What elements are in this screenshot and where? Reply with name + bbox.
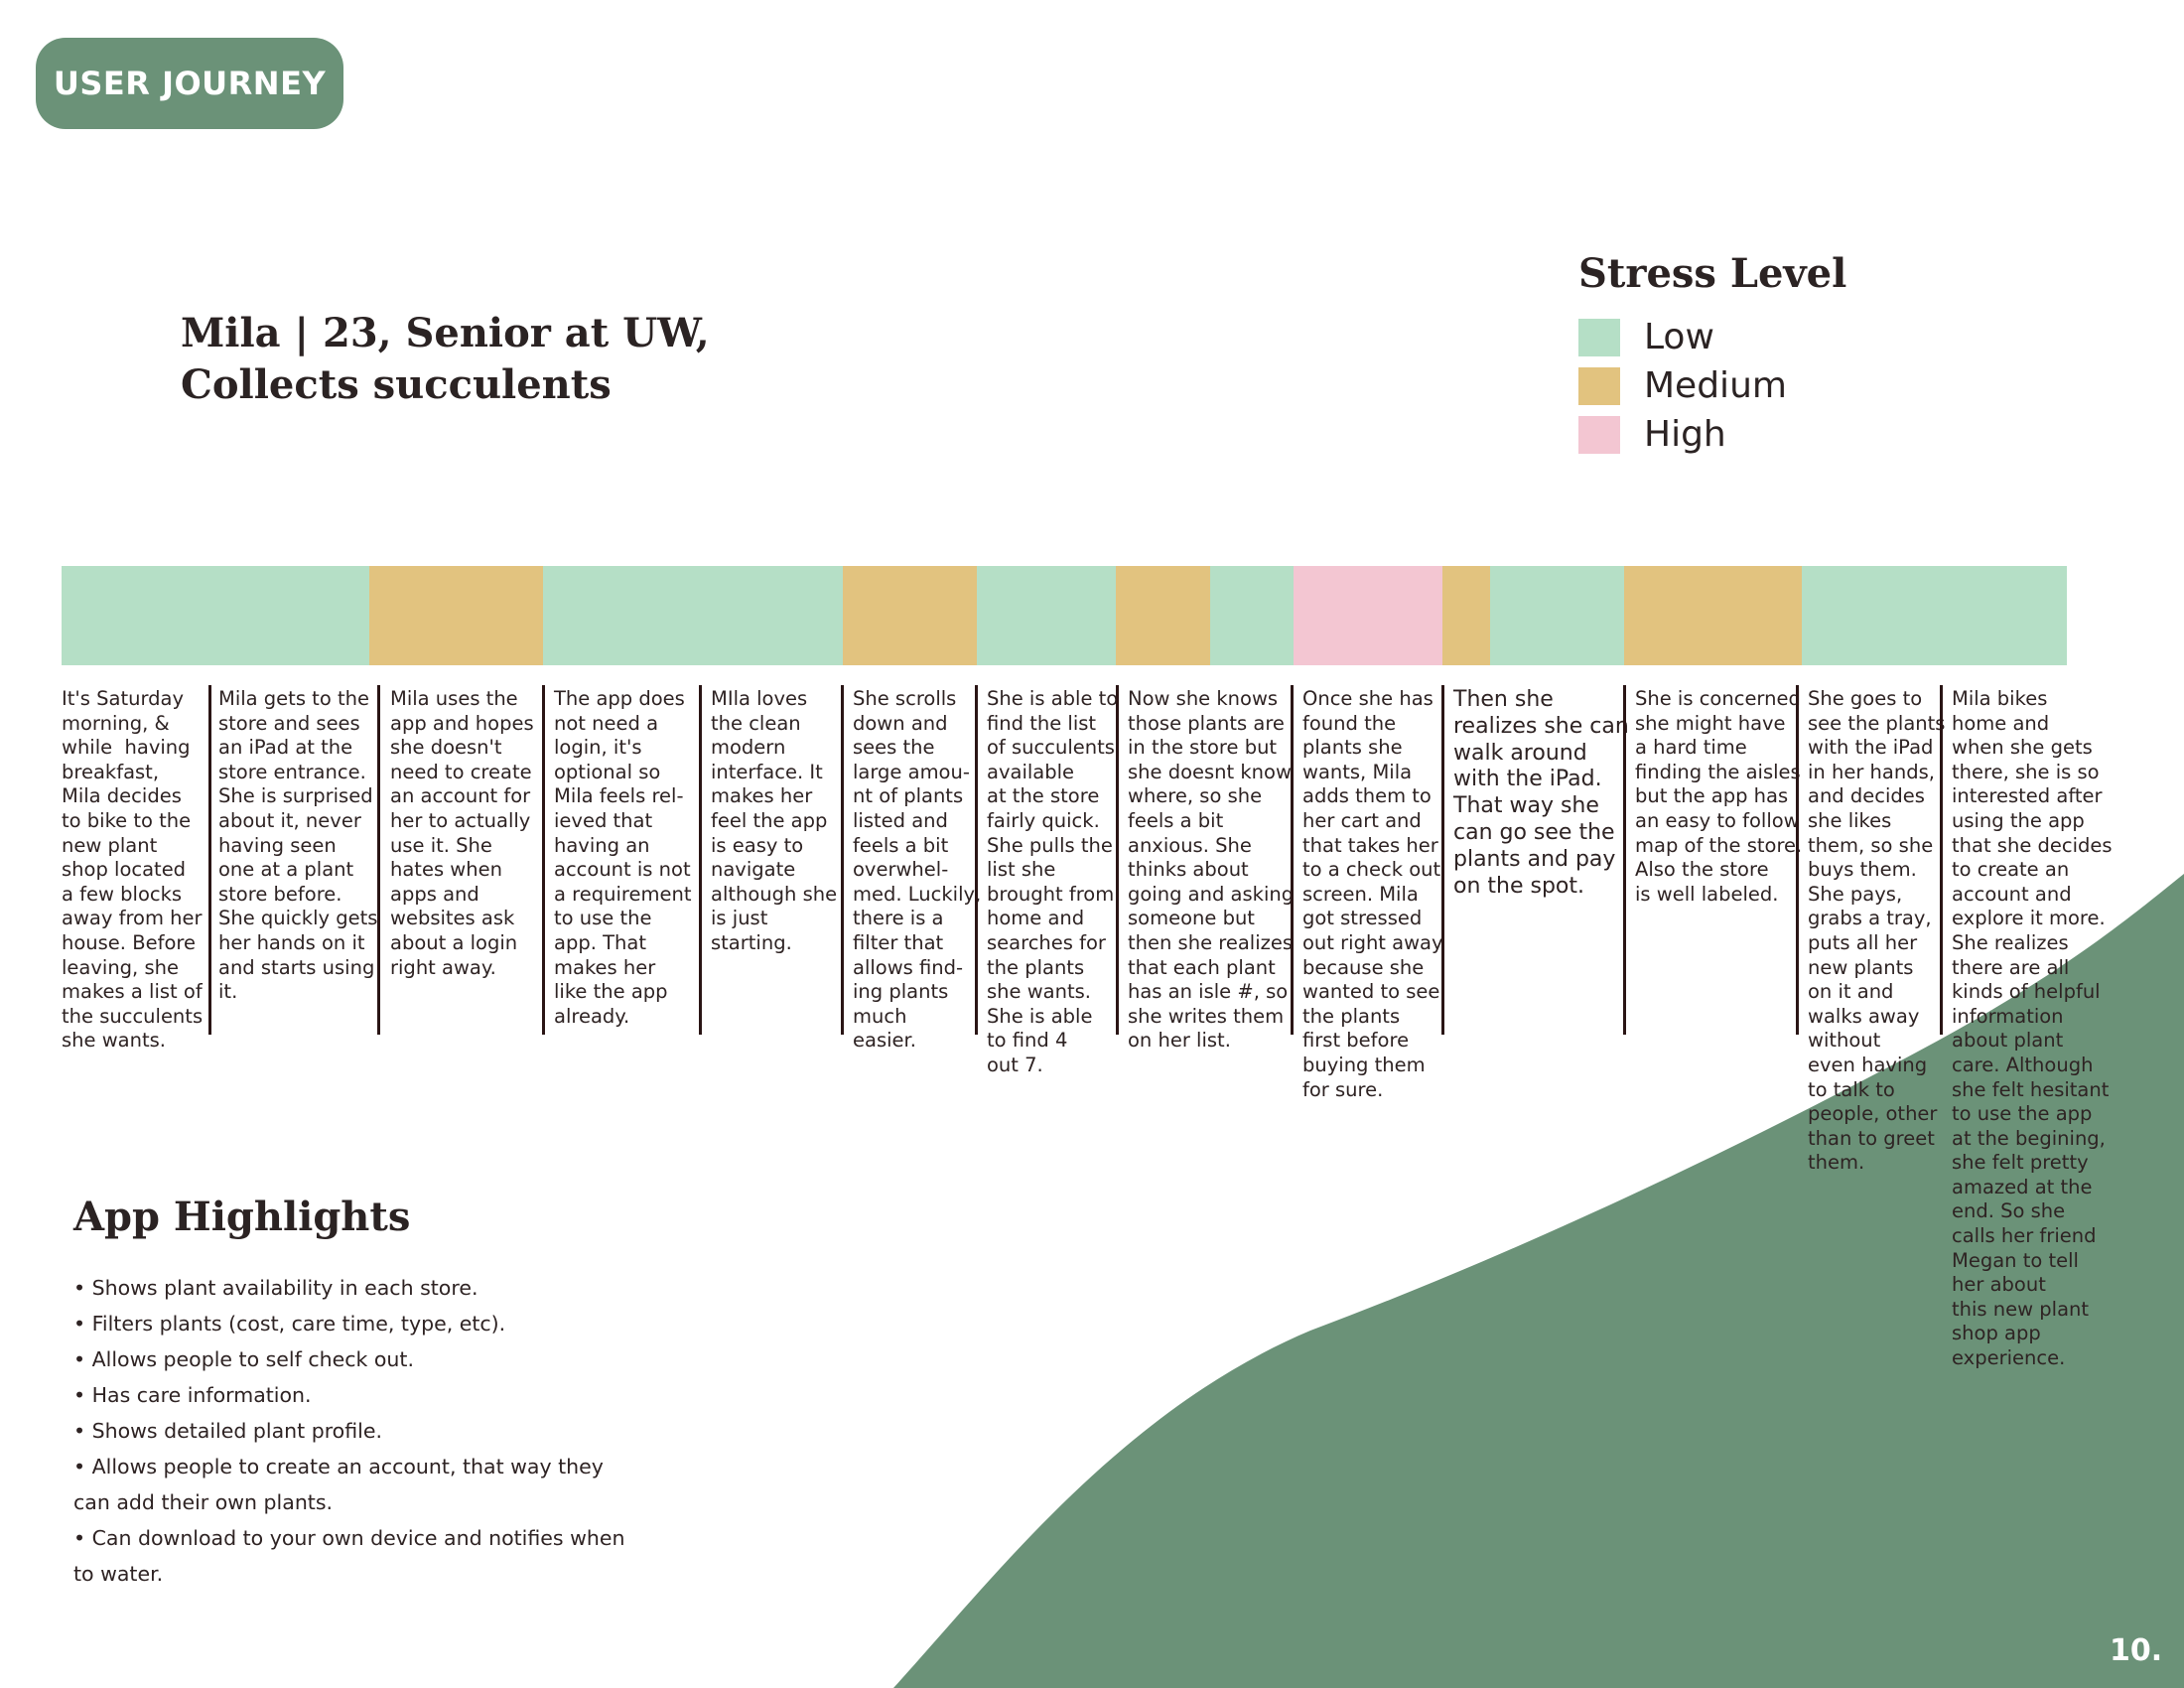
highlight-item: • Shows plant availability in each store… [73,1276,478,1300]
highlight-item: • Allows people to create an account, th… [73,1455,604,1514]
stress-segment-low [1210,566,1295,665]
persona-line-2: Collects succulents [181,361,612,408]
journey-step-6: She scrolls down and sees the large amou… [853,687,982,1053]
journey-step-8: Now she knows those plants are in the st… [1128,687,1295,1053]
legend-label-high: High [1644,414,1726,455]
step-divider [841,685,844,1035]
highlight-item: • Can download to your own device and no… [73,1526,625,1586]
legend-label-medium: Medium [1644,365,1787,406]
highlights-title: App Highlights [73,1194,411,1240]
legend-swatch-medium [1578,366,1620,405]
page-number: 10. [2110,1633,2163,1668]
journey-step-4: The app does not need a login, it's opti… [554,687,692,1028]
stress-segment-low [62,566,370,665]
journey-step-7: She is able to find the list of succulen… [987,687,1119,1076]
stress-segment-medium [369,566,543,665]
stress-segment-low [1490,566,1625,665]
step-divider [1291,685,1294,1035]
stress-segment-low [976,566,1117,665]
user-journey-badge: USER JOURNEY [36,38,343,129]
step-divider [1623,685,1626,1035]
legend-item-high: High [1578,410,1846,459]
legend-swatch-low [1578,318,1620,356]
step-divider [377,685,380,1035]
step-divider [1796,685,1799,1035]
highlight-item: • Has care information. [73,1383,312,1407]
step-divider [208,685,211,1035]
journey-step-5: MIla loves the clean modern interface. I… [711,687,838,954]
highlight-item: • Shows detailed plant profile. [73,1419,382,1443]
stress-segment-high [1294,566,1443,665]
stress-segment-medium [1116,566,1211,665]
step-divider [542,685,545,1035]
highlight-item: • Allows people to self check out. [73,1347,414,1371]
step-divider [1116,685,1119,1035]
step-divider [1940,685,1943,1035]
legend-title: Stress Level [1578,250,1847,297]
stress-segment-low [542,566,843,665]
stress-segment-medium [1442,566,1491,665]
stress-segment-low [1802,566,2067,665]
stress-level-bar [62,566,2067,665]
persona-heading: Mila | 23, Senior at UW, Collects succul… [181,308,737,411]
journey-step-10: Then she realizes she can walk around wi… [1453,687,1629,899]
highlight-item: • Filters plants (cost, care time, type,… [73,1312,506,1336]
legend-item-medium: Medium [1578,361,1846,410]
journey-step-3: Mila uses the app and hopes she doesn't … [390,687,534,979]
legend-label-low: Low [1644,317,1714,357]
legend-swatch-high [1578,415,1620,454]
stress-segment-medium [842,566,977,665]
journey-step-2: Mila gets to the store and sees an iPad … [218,687,378,1004]
journey-step-12: She goes to see the plants with the iPad… [1808,687,1946,1175]
step-divider [975,685,978,1035]
app-highlights: App Highlights • Shows plant availabilit… [73,1194,624,1592]
journey-step-1: It's Saturday morning, & while having br… [62,687,204,1053]
step-divider [1441,685,1444,1035]
step-divider [699,685,702,1035]
stress-segment-medium [1624,566,1803,665]
legend-item-low: Low [1578,313,1846,361]
persona-line-1: Mila | 23, Senior at UW, [181,310,710,356]
stress-level-legend: Stress Level Low Medium High [1578,250,1846,459]
journey-step-11: She is concerned she might have a hard t… [1635,687,1803,906]
journey-step-13: Mila bikes home and when she gets there,… [1952,687,2113,1370]
journey-step-9: Once she has found the plants she wants,… [1302,687,1443,1101]
